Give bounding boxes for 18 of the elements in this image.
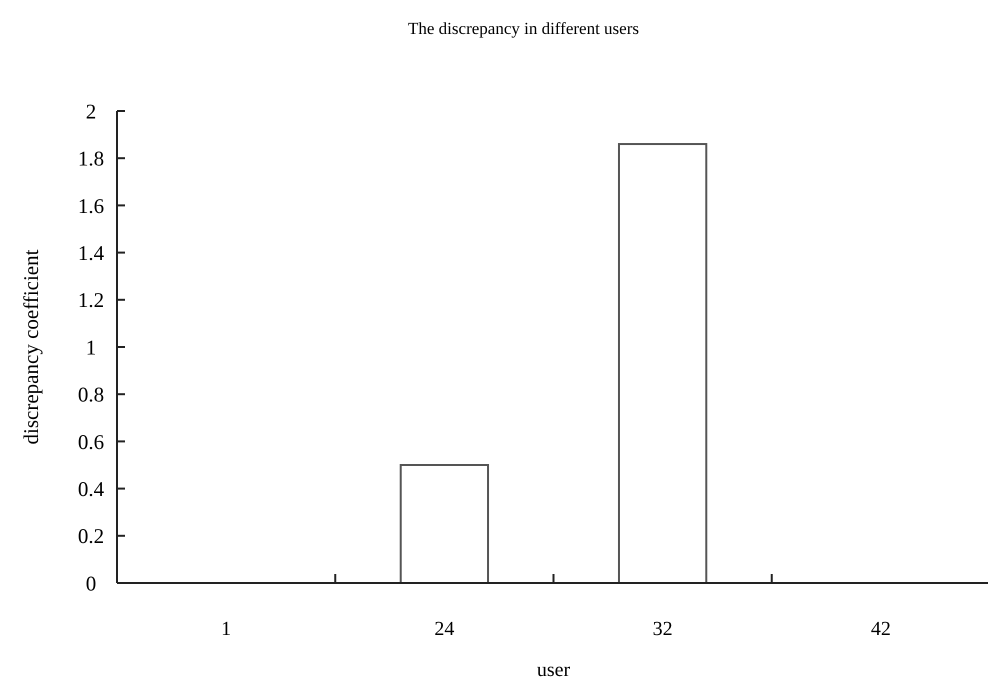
x-tick-label: 1 xyxy=(221,618,232,640)
y-tick-label: 0 xyxy=(86,571,96,596)
x-axis-title: user xyxy=(536,659,570,681)
y-tick-label: 1 xyxy=(86,335,96,360)
x-tick-label: 32 xyxy=(652,618,673,640)
y-tick-label: 1.6 xyxy=(78,194,104,218)
y-tick-label: 2 xyxy=(86,99,96,124)
y-tick-label: 1.4 xyxy=(78,240,105,265)
chart-title: The discrepancy in different users xyxy=(408,19,639,38)
x-tick-label: 24 xyxy=(434,618,454,640)
y-tick-label: 1.8 xyxy=(78,146,104,171)
y-axis-title: discrepancy coefficient xyxy=(19,249,43,444)
y-tick-label: 0.4 xyxy=(78,476,105,501)
x-tick-label: 42 xyxy=(870,618,891,640)
y-tick-label: 1.2 xyxy=(78,288,104,312)
y-tick-label: 0.6 xyxy=(78,430,104,454)
y-tick-label: 0.8 xyxy=(78,382,104,407)
y-tick-label: 0.2 xyxy=(78,524,104,548)
